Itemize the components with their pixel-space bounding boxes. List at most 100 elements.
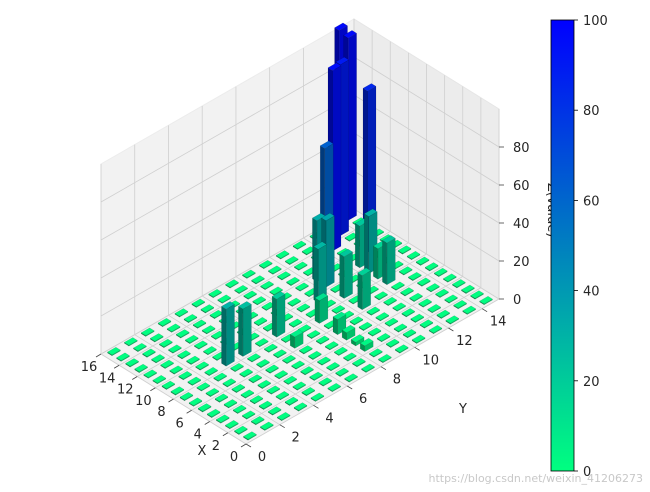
bar [221, 301, 235, 367]
bar [419, 319, 434, 329]
grid-line-z [353, 132, 500, 224]
bar [273, 349, 287, 359]
bar [470, 290, 484, 300]
colorbar-ticks: 0 20 40 60 80 100 [574, 14, 608, 480]
bar [306, 329, 321, 340]
bar [107, 346, 121, 357]
x-tick-label: 8 [157, 405, 165, 420]
bar [134, 363, 148, 374]
bar [267, 406, 282, 416]
bar [160, 359, 174, 369]
bar [315, 335, 330, 345]
bar [289, 329, 304, 349]
bar [175, 329, 190, 339]
x-tick-mark [240, 443, 247, 448]
bar [378, 353, 392, 364]
bar [161, 380, 176, 390]
bar [170, 386, 185, 396]
bar [195, 361, 209, 371]
x-tick-mark [168, 398, 174, 403]
bar [259, 421, 274, 431]
bar [376, 333, 391, 343]
bar [217, 294, 232, 304]
x-tick-label: 4 [194, 428, 202, 443]
x-tick-label: 12 [117, 383, 134, 398]
bar [417, 277, 431, 287]
bar [313, 241, 327, 303]
x-tick-mark [186, 409, 192, 414]
bar [293, 261, 308, 271]
bar [433, 267, 448, 278]
bar [442, 273, 457, 283]
bar [344, 373, 358, 383]
bar [275, 250, 290, 260]
z-tick-label: 40 [513, 217, 530, 232]
bar [191, 298, 206, 308]
bar [266, 385, 281, 395]
bar [292, 381, 307, 391]
bar [361, 363, 375, 373]
bar [409, 292, 423, 303]
bar [242, 269, 256, 279]
z-tick-label: 20 [513, 255, 530, 270]
grid-line-z [100, 208, 355, 355]
bar [343, 352, 357, 362]
y-tick-mark [245, 443, 252, 448]
bar [243, 431, 257, 441]
bar [203, 346, 217, 356]
bar [385, 338, 400, 348]
x-tick-label: 10 [135, 394, 152, 409]
bar [263, 343, 278, 353]
bar [201, 325, 216, 335]
bar [317, 356, 331, 366]
bar [331, 304, 346, 315]
x-tick-mark [113, 364, 120, 369]
bar [335, 367, 349, 377]
bar [333, 346, 348, 356]
bar [444, 294, 458, 304]
bar [210, 330, 225, 340]
bar [436, 309, 451, 319]
bar [418, 298, 432, 308]
bar [392, 302, 407, 312]
bar [208, 288, 222, 299]
bar [274, 370, 288, 380]
bar [291, 360, 305, 370]
grid-line-z [100, 56, 355, 203]
bar [225, 279, 239, 289]
x-tick-label: 16 [81, 360, 98, 375]
bar [187, 376, 202, 386]
bar [256, 358, 270, 369]
bar [452, 279, 466, 289]
bar [352, 358, 366, 368]
bar [252, 296, 267, 306]
y-tick-label: 6 [359, 392, 367, 407]
bar [295, 282, 309, 292]
bar [223, 399, 238, 409]
bar [292, 240, 307, 250]
bar [157, 317, 172, 328]
x-tick-mark [132, 376, 138, 380]
bar [239, 368, 253, 378]
bar [368, 348, 383, 358]
bar [310, 392, 325, 402]
bar [318, 377, 333, 387]
x-axis-label: X [198, 444, 207, 459]
x-tick-mark [204, 421, 210, 425]
bar [206, 408, 221, 419]
bar [238, 301, 252, 357]
bar [192, 319, 207, 329]
bar [265, 364, 279, 374]
x-tick-mark [150, 387, 156, 392]
x-tick-mark [222, 432, 229, 437]
bar [169, 365, 183, 375]
x-tick-label: 2 [212, 439, 220, 454]
bar [174, 308, 189, 318]
bar [366, 306, 381, 316]
bar [158, 338, 173, 349]
grid-line-x [191, 264, 445, 411]
grid-line-z [100, 170, 355, 317]
bar [284, 255, 299, 266]
grid-line-z [100, 94, 355, 241]
bar [277, 271, 291, 281]
